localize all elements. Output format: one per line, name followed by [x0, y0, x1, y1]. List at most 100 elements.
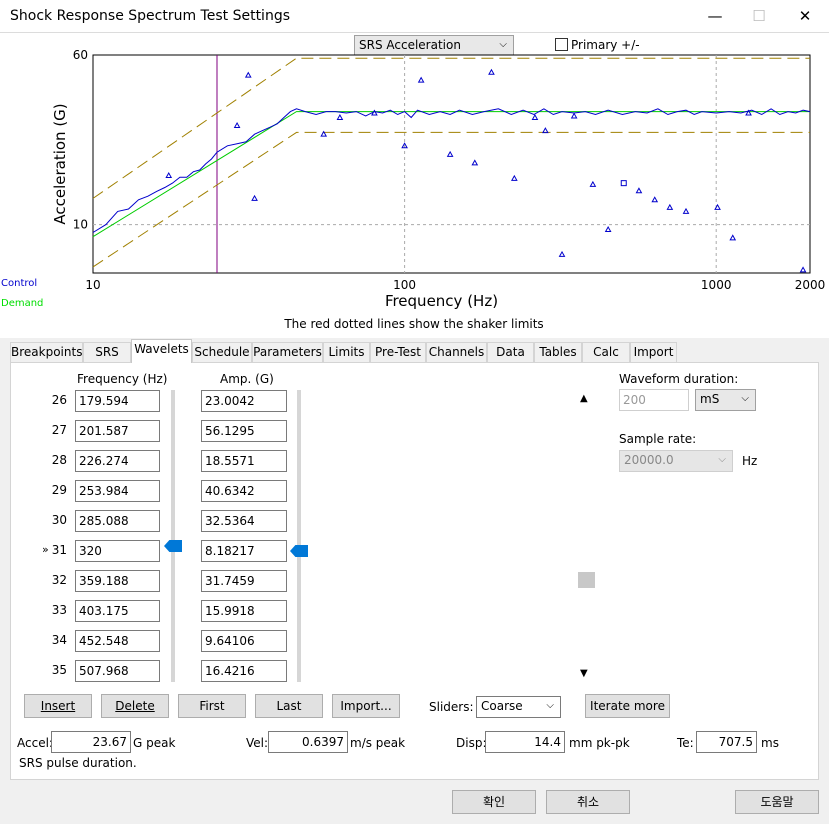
disp-unit: mm pk-pk [569, 736, 630, 750]
wavelet-point [251, 194, 258, 201]
scroll-down-icon[interactable]: ▼ [580, 668, 588, 679]
amplitude-field[interactable]: 40.6342 [201, 480, 287, 502]
window-title: Shock Response Spectrum Test Settings [10, 8, 290, 24]
wavelet-point [682, 207, 690, 214]
wavelet-point-selected [620, 180, 627, 187]
accel-label: Accel: [17, 736, 53, 750]
frequency-field[interactable]: 201.587 [75, 420, 160, 442]
last-button[interactable]: Last [255, 694, 323, 718]
te-label: Te: [677, 736, 694, 750]
scroll-up-icon[interactable]: ▲ [580, 393, 588, 404]
vel-unit: m/s peak [350, 736, 406, 750]
vel-label: Vel: [246, 736, 269, 750]
amplitude-field[interactable]: 32.5364 [201, 510, 287, 532]
wavelet-point [531, 113, 539, 121]
row-number: 35 [51, 663, 67, 677]
amplitude-column-header: Amp. (G) [220, 372, 274, 386]
frequency-slider-thumb[interactable] [164, 540, 182, 552]
row-number: 30 [51, 513, 67, 527]
frequency-field[interactable]: 403.175 [75, 600, 160, 622]
first-button[interactable]: First [178, 694, 246, 718]
wavelet-point [488, 68, 495, 75]
wavelet-point [446, 150, 454, 157]
frequency-field[interactable]: 253.984 [75, 480, 160, 502]
tab-schedule[interactable]: Schedule [192, 342, 252, 362]
scrollbar-thumb[interactable] [578, 572, 595, 588]
import-button[interactable]: Import... [332, 694, 400, 718]
amplitude-field[interactable]: 31.7459 [201, 570, 287, 592]
help-button[interactable]: 도움말 [735, 790, 819, 814]
iterate-more-button[interactable]: Iterate more [585, 694, 670, 718]
waveform-duration-field[interactable]: 200 [619, 389, 689, 411]
tab-limits[interactable]: Limits [323, 342, 370, 362]
primary-checkbox[interactable] [555, 38, 568, 51]
wavelet-point [233, 121, 241, 128]
current-row-indicator: » [42, 543, 49, 556]
minimize-button[interactable]: — [707, 7, 723, 25]
tab-parameters[interactable]: Parameters [252, 342, 323, 362]
close-button[interactable]: ✕ [798, 7, 812, 25]
plot-frame [92, 54, 811, 274]
frequency-field[interactable]: 285.088 [75, 510, 160, 532]
te-field[interactable]: 707.5 [696, 731, 757, 753]
delete-button[interactable]: Delete [101, 694, 169, 718]
maximize-button[interactable]: ☐ [752, 7, 766, 25]
vel-field[interactable]: 0.6397 [268, 731, 348, 753]
amplitude-field[interactable]: 15.9918 [201, 600, 287, 622]
frequency-field[interactable]: 320 [75, 540, 160, 562]
amplitude-field[interactable]: 16.4216 [201, 660, 287, 682]
insert-button[interactable]: Insert [24, 694, 92, 718]
cancel-button[interactable]: 취소 [546, 790, 630, 814]
title-separator [0, 32, 829, 33]
y-tick-label: 60 [73, 48, 88, 62]
amplitude-slider-track[interactable] [297, 390, 301, 682]
wavelet-point [510, 174, 518, 181]
amplitude-field[interactable]: 8.18217 [201, 540, 287, 562]
tab-import[interactable]: Import [630, 342, 677, 362]
legend-demand: Demand [1, 298, 44, 309]
frequency-field[interactable]: 359.188 [75, 570, 160, 592]
amplitude-slider-thumb[interactable] [290, 545, 308, 557]
wavelet-point [542, 127, 549, 134]
frequency-field[interactable]: 507.968 [75, 660, 160, 682]
wavelet-point [570, 112, 578, 119]
row-number: 32 [51, 573, 67, 587]
row-number: 28 [51, 453, 67, 467]
wavelet-point [471, 159, 479, 166]
frequency-slider-track[interactable] [171, 390, 175, 682]
waveform-unit-select[interactable]: mS ⌵ [695, 389, 756, 411]
amplitude-field[interactable]: 23.0042 [201, 390, 287, 412]
wavelet-point [320, 130, 328, 137]
frequency-field[interactable]: 452.548 [75, 630, 160, 652]
rows-scrollbar[interactable] [578, 388, 595, 682]
tab-tables[interactable]: Tables [534, 342, 582, 362]
sliders-select[interactable]: Coarse ⌵ [476, 696, 561, 718]
row-number: 31 [51, 543, 67, 557]
wavelet-point [165, 171, 173, 179]
frequency-field[interactable]: 226.274 [75, 450, 160, 472]
accel-field[interactable]: 23.67 [51, 731, 131, 753]
amplitude-field[interactable]: 18.5571 [201, 450, 287, 472]
frequency-field[interactable]: 179.594 [75, 390, 160, 412]
sample-rate-unit: Hz [742, 454, 758, 468]
tab-channels[interactable]: Channels [426, 342, 487, 362]
sliders-label: Sliders: [429, 700, 474, 714]
sample-rate-label: Sample rate: [619, 432, 697, 446]
control-series-line [92, 108, 811, 233]
tab-srs[interactable]: SRS [83, 342, 131, 362]
tab-pre-test[interactable]: Pre-Test [370, 342, 426, 362]
srs-chart: 10 100 1000 2000 60 10 Frequency (Hz) Accelerat… [51, 48, 825, 331]
y-axis-label: Acceleration (G) [51, 103, 69, 224]
tab-wavelets[interactable]: Wavelets [131, 339, 192, 363]
tab-calc[interactable]: Calc [582, 342, 630, 362]
sample-rate-select[interactable]: 20000.0 ⌵ [619, 450, 733, 472]
tab-data[interactable]: Data [487, 342, 534, 362]
ok-button[interactable]: 확인 [452, 790, 536, 814]
waveform-duration-label: Waveform duration: [619, 372, 739, 386]
row-number: 33 [51, 603, 67, 617]
disp-field[interactable]: 14.4 [485, 731, 565, 753]
amplitude-field[interactable]: 9.64106 [201, 630, 287, 652]
tab-breakpoints[interactable]: Breakpoints [10, 342, 83, 362]
amplitude-field[interactable]: 56.1295 [201, 420, 287, 442]
chart-view-select[interactable]: SRS Acceleration ⌵ [354, 35, 514, 57]
